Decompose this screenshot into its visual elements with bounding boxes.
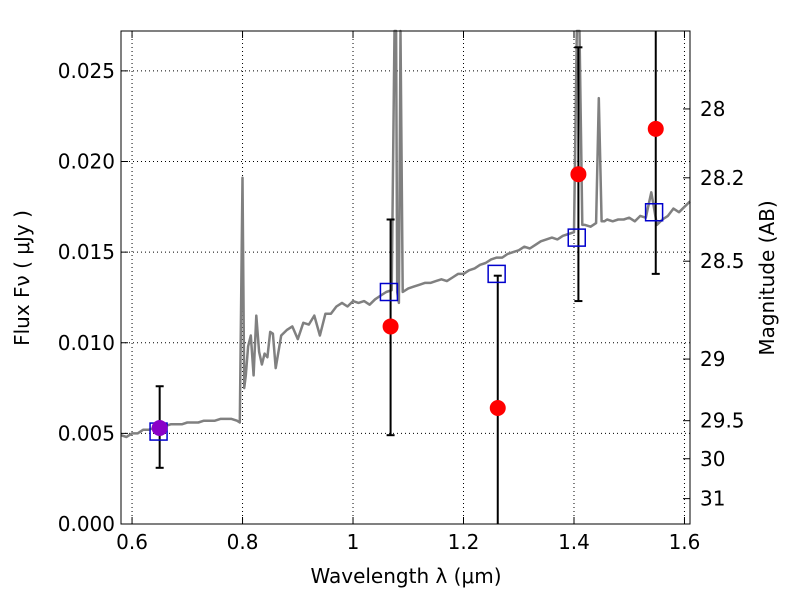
model-square-point bbox=[644, 203, 664, 222]
y-tick-label: 0.000 bbox=[58, 512, 115, 536]
model-square-point bbox=[379, 282, 399, 302]
x-tick-label: 1.2 bbox=[448, 530, 480, 554]
observed-circle-point bbox=[151, 419, 168, 436]
axis-ticks: 0.6 0.8 1 1.2 1.4 1.6 0.000 0.005 0.010 0.015 0.02… bbox=[58, 31, 745, 554]
y-axis-label: Flux Fν ( μJy ) bbox=[10, 210, 34, 346]
y-tick-label: 0.025 bbox=[58, 59, 115, 83]
y-tick-label: 0.005 bbox=[58, 421, 115, 445]
y-right-tick-label: 28.5 bbox=[700, 249, 745, 273]
y-right-tick-label: 28.2 bbox=[700, 166, 745, 190]
x-tick-label: 1 bbox=[347, 530, 360, 554]
x-tick-label: 1.4 bbox=[558, 530, 590, 554]
error-bars bbox=[155, 31, 660, 524]
y-right-tick-label: 30 bbox=[700, 447, 725, 471]
model-square-point bbox=[487, 264, 506, 284]
observed-circle-point bbox=[570, 166, 587, 183]
y-axis-right-label: Magnitude (AB) bbox=[755, 200, 779, 355]
y-tick-label: 0.015 bbox=[58, 240, 115, 264]
grid-lines bbox=[121, 31, 690, 525]
observed-circle-point bbox=[489, 400, 506, 416]
model-square-point bbox=[567, 228, 587, 247]
x-axis-label: Wavelength λ (μm) bbox=[310, 564, 501, 588]
x-tick-label: 0.8 bbox=[227, 530, 259, 554]
y-right-tick-label: 31 bbox=[700, 487, 725, 511]
y-tick-label: 0.020 bbox=[58, 150, 115, 174]
y-tick-label: 0.010 bbox=[58, 331, 115, 355]
x-tick-label: 0.6 bbox=[116, 530, 148, 554]
observed-circle-point bbox=[382, 318, 399, 335]
model-square-markers bbox=[149, 203, 664, 441]
spectrum-series bbox=[120, 29, 691, 439]
plot-frame bbox=[120, 30, 691, 525]
spectrum-line bbox=[120, 29, 691, 439]
y-right-tick-label: 28 bbox=[700, 97, 725, 121]
observed-circle-markers bbox=[151, 120, 664, 436]
y-right-tick-label: 29 bbox=[700, 347, 725, 371]
observed-circle-point bbox=[647, 120, 664, 137]
y-right-tick-label: 29.5 bbox=[700, 409, 745, 433]
x-tick-label: 1.6 bbox=[669, 530, 701, 554]
